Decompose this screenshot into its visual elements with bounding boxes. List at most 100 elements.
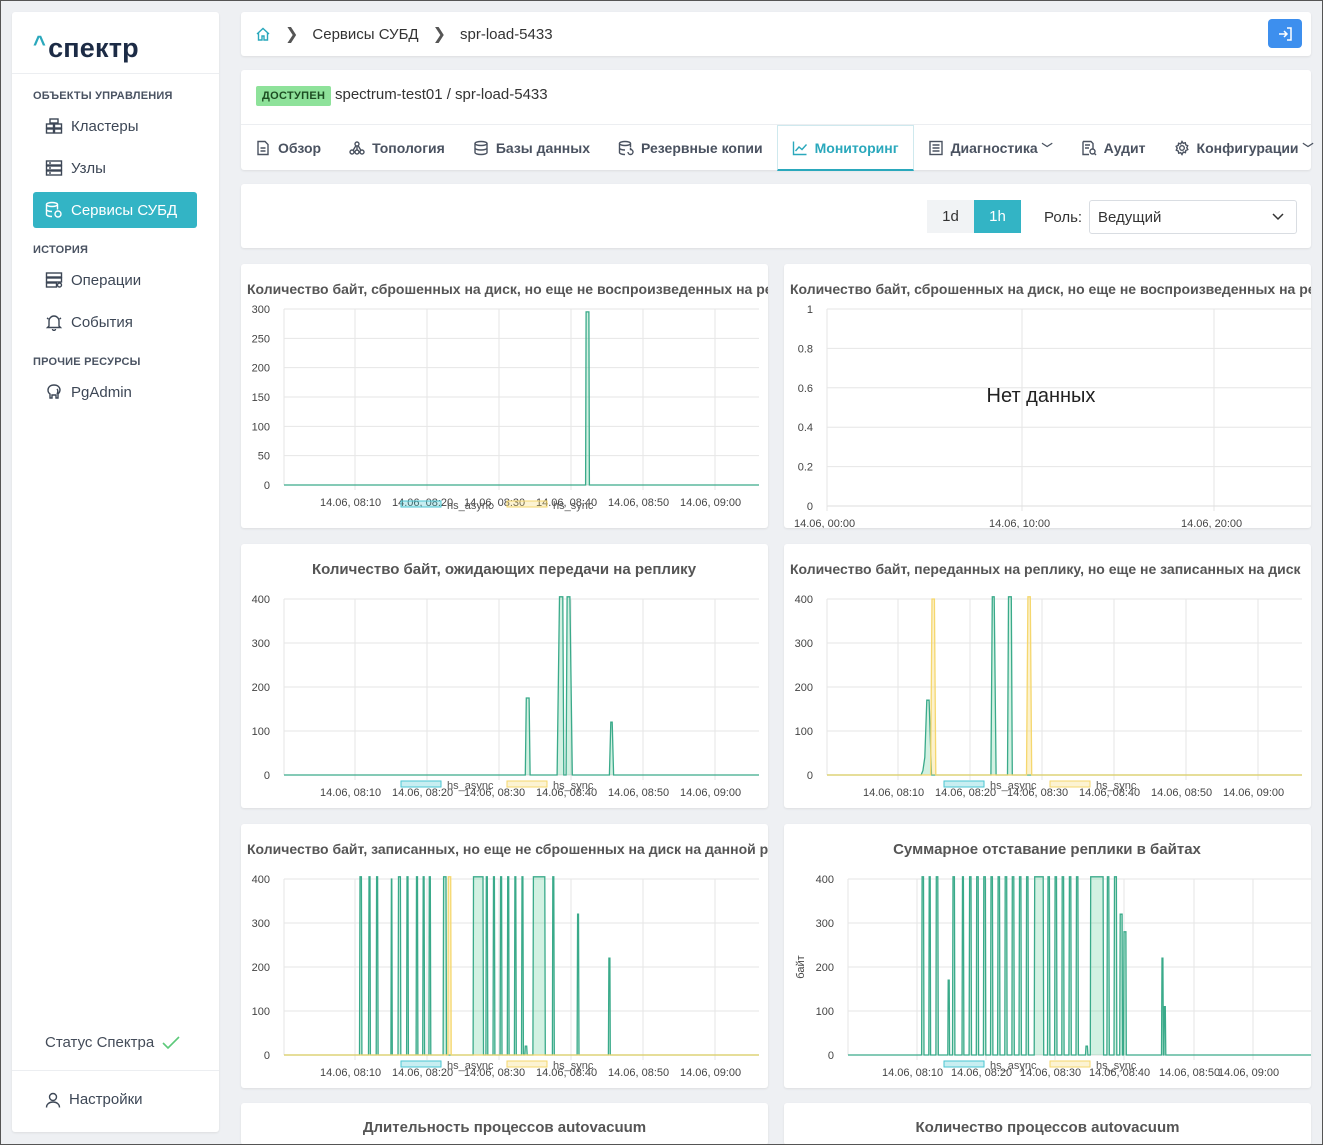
tab-backups[interactable]: Резервные копии <box>604 125 777 171</box>
tab-audit[interactable]: Аудит <box>1067 125 1160 171</box>
sidebar-item-label: События <box>71 313 133 331</box>
legend-swatch-hs-sync[interactable] <box>506 1060 548 1068</box>
legend-swatch-hs-async[interactable] <box>943 1060 985 1068</box>
tab-monitoring[interactable]: Мониторинг <box>776 125 914 171</box>
document-icon <box>257 140 269 156</box>
legend-swatch-hs-sync[interactable] <box>1049 1060 1091 1068</box>
range-1d-button[interactable]: 1d <box>927 200 974 233</box>
x-tick-label: 14.06, 08:30 <box>464 787 525 799</box>
series-line-hs_async <box>848 876 1311 1056</box>
spectrum-status[interactable]: Статус Спектра <box>45 1034 180 1051</box>
y-tick-label: 0.2 <box>798 462 813 474</box>
legend-swatch-hs-sync[interactable] <box>506 500 548 508</box>
tab-databases[interactable]: Базы данных <box>459 125 604 171</box>
legend-label-hs-sync[interactable]: hs_sync <box>553 500 594 512</box>
legend-label-hs-sync[interactable]: hs_sync <box>1096 1060 1137 1072</box>
legend-swatch-hs-async[interactable] <box>400 780 442 788</box>
legend-label-hs-async[interactable]: hs_async <box>447 780 494 792</box>
x-tick-label: 14.06, 08:50 <box>1151 787 1212 799</box>
y-tick-label: 400 <box>816 874 834 886</box>
role-select-value: Ведущий <box>1098 209 1162 226</box>
x-tick-label: 14.06, 10:00 <box>989 518 1050 528</box>
list-icon <box>928 140 943 156</box>
y-tick-label: 0.8 <box>798 343 813 355</box>
no-data-label: Нет данных <box>987 385 1096 407</box>
app-logo[interactable]: ^спектр <box>12 12 219 74</box>
chart-title: Количество байт, записанных, но еще не с… <box>247 841 768 857</box>
x-tick-label: 14.06, 09:00 <box>680 1067 741 1079</box>
database-icon <box>474 140 488 156</box>
y-tick-label: 300 <box>252 918 270 930</box>
operations-icon <box>45 272 63 288</box>
home-icon[interactable] <box>255 26 271 42</box>
sidebar-item-events[interactable]: События <box>33 304 197 340</box>
legend-label-hs-async[interactable]: hs_async <box>447 500 494 512</box>
x-tick-label: 14.06, 08:40 <box>1089 1067 1150 1079</box>
filter-bar: 1d 1h Роль: Ведущий <box>241 184 1311 248</box>
chevron-right-icon: ❯ <box>432 26 446 43</box>
legend-label-hs-sync[interactable]: hs_sync <box>553 1060 594 1072</box>
x-tick-label: 14.06, 08:30 <box>1007 787 1068 799</box>
chart-svg-flush-lag: Количество байт, сброшенных на диск, но … <box>247 281 768 512</box>
service-name: spectrum-test01 / spr-load-5433 <box>335 86 548 103</box>
legend-label-hs-async[interactable]: hs_async <box>990 1060 1037 1072</box>
legend-swatch-hs-async[interactable] <box>400 1060 442 1068</box>
legend-label-hs-async[interactable]: hs_async <box>447 1060 494 1072</box>
y-tick-label: 0.4 <box>798 422 813 434</box>
x-tick-label: 14.06, 09:00 <box>1223 787 1284 799</box>
y-tick-label: 0 <box>264 1050 270 1062</box>
x-tick-label: 14.06, 08:10 <box>320 1067 381 1079</box>
range-selector: 1d 1h <box>927 200 1021 233</box>
y-tick-label: 0.6 <box>798 383 813 395</box>
logout-button[interactable] <box>1268 19 1302 48</box>
sidebar-item-pgadmin[interactable]: PgAdmin <box>33 374 197 410</box>
y-tick-label: 100 <box>252 1006 270 1018</box>
range-1h-button[interactable]: 1h <box>974 200 1021 233</box>
sidebar: ^спектр ОБЪЕКТЫ УПРАВЛЕНИЯ Кластеры Узлы… <box>12 12 219 1132</box>
y-tick-label: 200 <box>252 962 270 974</box>
sidebar-item-clusters[interactable]: Кластеры <box>33 108 197 144</box>
tab-topology[interactable]: Топология <box>335 125 459 171</box>
y-tick-label: 1 <box>807 304 813 316</box>
tab-label: Аудит <box>1103 140 1146 156</box>
x-tick-label: 14.06, 09:00 <box>680 497 741 509</box>
y-tick-label: 150 <box>252 392 270 404</box>
x-tick-label: 14.06, 09:00 <box>1218 1067 1279 1079</box>
x-tick-label: 14.06, 08:50 <box>608 787 669 799</box>
sidebar-divider <box>12 1070 219 1071</box>
legend-label-hs-sync[interactable]: hs_sync <box>1096 780 1137 792</box>
service-card: ДОСТУПЕН spectrum-test01 / spr-load-5433… <box>241 70 1314 171</box>
sidebar-item-label: Кластеры <box>71 117 139 135</box>
chart-card-send-pending: Количество байт, ожидающих передачи на р… <box>241 544 768 808</box>
legend-swatch-hs-sync[interactable] <box>1049 780 1091 788</box>
user-icon <box>45 1092 61 1108</box>
y-tick-label: 300 <box>816 918 834 930</box>
tab-diagnostics[interactable]: Диагностика ﹀ <box>914 125 1067 171</box>
chart-svg-write-lag: Количество байт, переданных на реплику, … <box>790 561 1302 799</box>
settings-link[interactable]: Настройки <box>45 1091 143 1108</box>
legend-swatch-hs-async[interactable] <box>400 500 442 508</box>
chart-title: Количество байт, ожидающих передачи на р… <box>312 561 697 578</box>
legend-swatch-hs-sync[interactable] <box>506 780 548 788</box>
tab-configurations[interactable]: Конфигурации ﹀ <box>1160 125 1323 171</box>
logo-caret-icon: ^ <box>33 31 47 56</box>
sidebar-item-nodes[interactable]: Узлы <box>33 150 197 186</box>
role-select[interactable]: Ведущий <box>1089 200 1297 234</box>
sidebar-item-db-services[interactable]: Сервисы СУБД <box>33 192 197 228</box>
settings-label: Настройки <box>69 1091 143 1108</box>
y-tick-label: 100 <box>252 421 270 433</box>
elephant-icon <box>47 384 61 399</box>
chart-title: Количество процессов autovacuum <box>915 1119 1180 1136</box>
y-tick-label: 50 <box>258 451 270 463</box>
breadcrumb-item-services[interactable]: Сервисы СУБД <box>312 25 419 43</box>
y-tick-label: 200 <box>252 682 270 694</box>
legend-label-hs-sync[interactable]: hs_sync <box>553 780 594 792</box>
legend-swatch-hs-async[interactable] <box>943 780 985 788</box>
legend-label-hs-async[interactable]: hs_async <box>990 780 1037 792</box>
chart-title: Суммарное отставание реплики в байтах <box>893 841 1201 858</box>
tab-overview[interactable]: Обзор <box>241 125 335 171</box>
section-title-other: ПРОЧИЕ РЕСУРСЫ <box>33 356 141 368</box>
sidebar-item-operations[interactable]: Операции <box>33 262 197 298</box>
x-tick-label: 14.06, 08:10 <box>863 787 924 799</box>
series-line-hs_async <box>827 596 1302 776</box>
